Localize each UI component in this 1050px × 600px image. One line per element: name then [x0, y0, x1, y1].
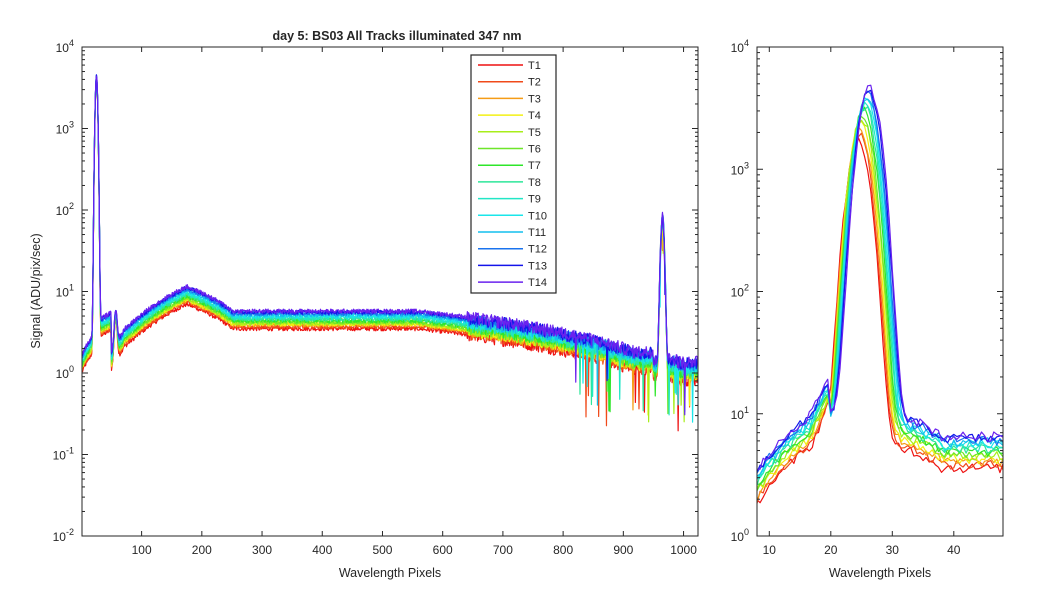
- main-ytick-label: 104: [56, 38, 74, 55]
- main-plot-xlabel: Wavelength Pixels: [339, 566, 441, 580]
- zoom-trace-T6: [757, 116, 1003, 491]
- legend: T1 T2 T3 T4 T5 T6 T7 T8 T9 T10 T11 T12 T13 T14: [470, 54, 557, 294]
- legend-entry-T7: T7: [528, 160, 541, 172]
- zoom-plot-traces: [757, 84, 1003, 504]
- legend-entry-T9: T9: [528, 194, 541, 206]
- main-xtick-label: 700: [493, 543, 513, 557]
- main-ytick-label: 102: [56, 201, 74, 218]
- legend-entry-T1: T1: [528, 60, 541, 72]
- legend-entry-T3: T3: [528, 93, 541, 105]
- legend-entry-T14: T14: [528, 277, 547, 289]
- legend-box: [470, 54, 557, 294]
- legend-entry-T4: T4: [528, 110, 541, 122]
- zoom-xtick-label: 10: [763, 543, 777, 557]
- main-trace-T14: [82, 75, 698, 416]
- main-ytick-label: 10-1: [53, 446, 74, 463]
- zoom-ytick-label: 104: [731, 38, 749, 55]
- zoom-xtick-label: 30: [886, 543, 900, 557]
- zoom-trace-T4: [757, 120, 1003, 490]
- zoom-plot: 10 20 30 40 100 101 102 103 104 Wavelength Pixel…: [731, 38, 1004, 580]
- main-ytick-label: 100: [56, 364, 74, 381]
- main-plot-ylabel: Signal (ADU/pix/sec): [29, 233, 43, 348]
- main-xtick-label: 100: [132, 543, 152, 557]
- main-trace-T3: [82, 77, 698, 411]
- main-plot: 100 200 300 400 500 600 700 800 900 1000 10-2 10-1 1…: [29, 29, 699, 580]
- zoom-trace-T14: [757, 84, 1003, 470]
- zoom-xtick-label: 20: [824, 543, 838, 557]
- main-trace-T2: [82, 79, 698, 427]
- main-trace-T13: [82, 74, 698, 382]
- main-plot-traces: [82, 74, 698, 432]
- zoom-xtick-label: 40: [947, 543, 961, 557]
- zoom-plot-xlabel: Wavelength Pixels: [829, 566, 931, 580]
- legend-entry-T8: T8: [528, 177, 541, 189]
- legend-entry-T5: T5: [528, 127, 541, 139]
- legend-entry-T2: T2: [528, 77, 541, 89]
- main-xtick-label: 300: [252, 543, 272, 557]
- zoom-trace-T2: [757, 132, 1003, 504]
- main-xtick-label: 1000: [670, 543, 697, 557]
- main-ytick-label: 101: [56, 283, 74, 300]
- main-plot-axes: 100 200 300 400 500 600 700 800 900 1000 10-2 10-1 1…: [53, 38, 698, 557]
- main-xtick-label: 900: [613, 543, 633, 557]
- main-ytick-label: 103: [56, 120, 74, 137]
- main-xtick-label: 800: [553, 543, 573, 557]
- legend-entry-T6: T6: [528, 144, 541, 156]
- main-xtick-label: 400: [312, 543, 332, 557]
- zoom-ytick-label: 102: [731, 283, 749, 300]
- zoom-ytick-label: 101: [731, 405, 749, 422]
- zoom-trace-T9: [757, 101, 1003, 480]
- legend-entry-T11: T11: [528, 227, 546, 239]
- legend-entry-T10: T10: [528, 210, 547, 222]
- legend-entry-T13: T13: [528, 260, 547, 272]
- main-ytick-label: 10-2: [53, 527, 74, 544]
- main-xtick-label: 500: [372, 543, 392, 557]
- zoom-trace-T8: [757, 105, 1003, 486]
- legend-entry-T12: T12: [528, 244, 547, 256]
- main-xtick-label: 600: [433, 543, 453, 557]
- zoom-ytick-label: 103: [731, 160, 749, 177]
- main-xtick-label: 200: [192, 543, 212, 557]
- zoom-plot-axes: 10 20 30 40 100 101 102 103 104: [731, 38, 1003, 557]
- zoom-trace-T13: [757, 89, 1003, 473]
- zoom-ytick-label: 100: [731, 527, 749, 544]
- main-plot-title: day 5: BS03 All Tracks illuminated 347 n…: [273, 29, 522, 43]
